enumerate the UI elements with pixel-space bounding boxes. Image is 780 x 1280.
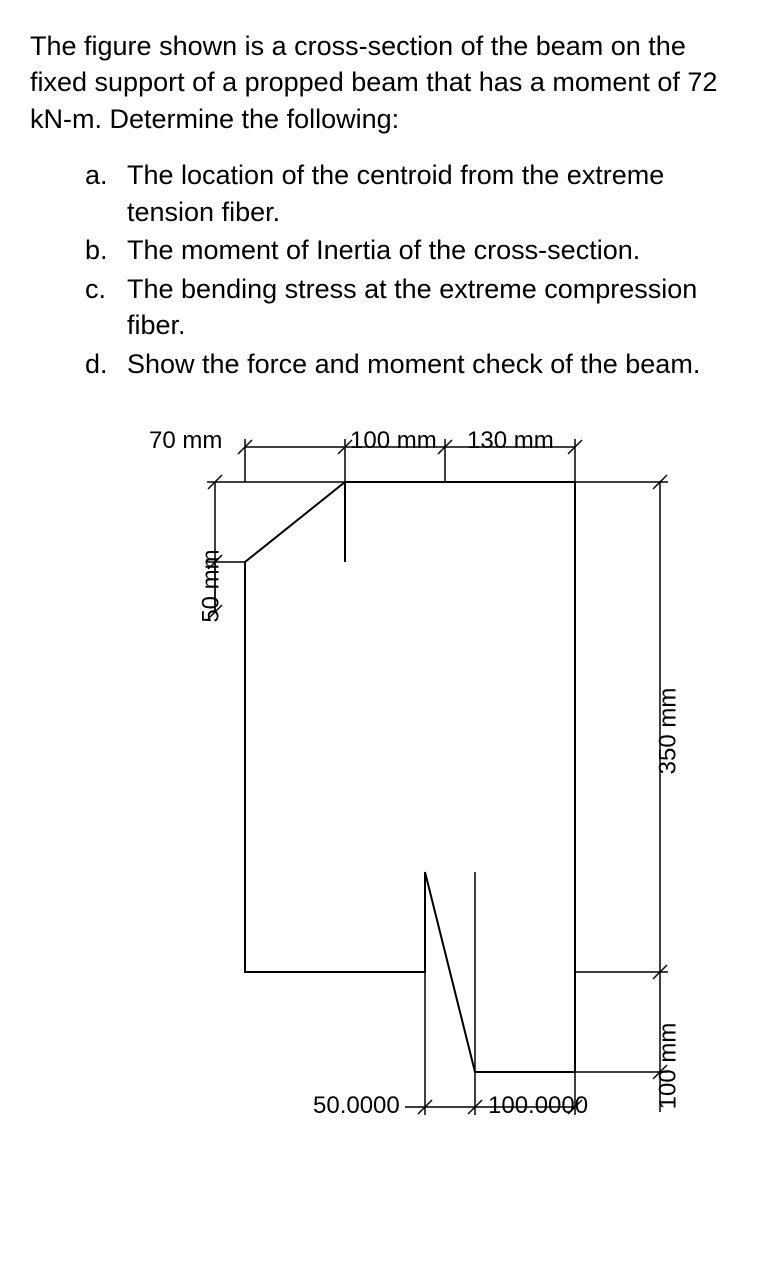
list-text: Show the force and moment check of the b… [127,346,750,382]
list-item: a. The location of the centroid from the… [85,157,750,230]
dim-left-50: 50 mm [198,549,226,622]
dim-bot-right: 100.0000 [488,1092,588,1120]
dim-top-left: 70 mm [149,427,222,455]
dim-right-100: 100 mm [654,1023,682,1110]
list-item: c. The bending stress at the extreme com… [85,271,750,344]
cross-section-diagram: 70 mm 100 mm 130 mm 50 mm 350 mm 100 mm … [145,427,735,1167]
question-list: a. The location of the centroid from the… [30,157,750,382]
dim-top-mid: 100 mm [350,427,437,455]
list-text: The location of the centroid from the ex… [127,157,750,230]
dim-bot-left: 50.0000 [313,1092,400,1120]
dim-top-right: 130 mm [467,427,554,455]
list-item: b. The moment of Inertia of the cross-se… [85,232,750,268]
list-marker: d. [85,346,127,382]
list-text: The bending stress at the extreme compre… [127,271,750,344]
dim-right-350: 350 mm [654,688,682,775]
list-text: The moment of Inertia of the cross-secti… [127,232,750,268]
intro-text: The figure shown is a cross-section of t… [30,28,750,137]
list-marker: b. [85,232,127,268]
diagram-svg [145,427,735,1167]
list-item: d. Show the force and moment check of th… [85,346,750,382]
list-marker: a. [85,157,127,230]
list-marker: c. [85,271,127,344]
